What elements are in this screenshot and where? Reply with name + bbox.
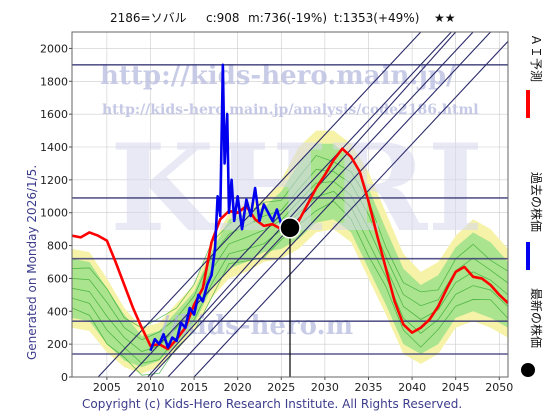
header-stars: ★★ (434, 11, 456, 25)
generated-label: Generated on Monday 2026/1/5. (25, 165, 39, 360)
y-tick-label: 2000 (40, 42, 68, 55)
y-tick-label: 1800 (40, 75, 68, 88)
header-target: t:1353(+49%) (334, 11, 419, 25)
x-tick-label: 2020 (224, 381, 252, 394)
latest-marker (279, 217, 301, 377)
y-tick-label: 1400 (40, 141, 68, 154)
channel-line (146, 32, 457, 377)
header-current: c:908 (206, 11, 240, 25)
latest-price-dot (279, 217, 301, 239)
plot-frame (71, 31, 509, 378)
x-tick-label: 2005 (93, 381, 121, 394)
y-tick-label: 800 (47, 240, 68, 253)
x-tick-label: 2030 (311, 381, 339, 394)
y-tick-label: 600 (47, 272, 68, 285)
watermark-bottom: //kids-hero.m (160, 311, 353, 341)
x-tick-label: 2035 (354, 381, 382, 394)
x-axis: 2005 2010 2015 2020 2025 2030 2035 2040 2045 2050 (93, 377, 513, 394)
x-tick-label: 2040 (398, 381, 426, 394)
y-tick-label: 1200 (40, 174, 68, 187)
legend-label: 最新の株価 (529, 288, 544, 348)
x-tick-label: 2010 (136, 381, 164, 394)
x-tick-label: 2050 (485, 381, 513, 394)
legend-label: ＡＩ予測 (529, 34, 543, 82)
trend-channels (97, 32, 508, 377)
y-tick-label: 200 (47, 338, 68, 351)
copyright-footer: Copyright (c) Kids-Hero Research Institu… (82, 397, 462, 411)
ensemble-line (72, 155, 508, 329)
legend-label: 過去の株価 (529, 172, 544, 232)
ensemble-line (72, 168, 508, 341)
watermark-url-main: http://kids-hero.main.jp/ (100, 61, 456, 91)
watermark-big: KHRI (110, 118, 484, 259)
channel-line (128, 32, 452, 377)
x-tick-label: 2025 (267, 381, 295, 394)
channel-line (150, 32, 474, 377)
y-tick-label: 0 (61, 371, 68, 384)
y-axis: 0 200 400 600 800 1000 1200 1400 1600 1800 2000 (40, 42, 72, 384)
y-tick-label: 400 (47, 305, 68, 318)
x-tick-label: 2045 (442, 381, 470, 394)
channel-line (97, 32, 422, 377)
header-code-name: 2186=ソバル (110, 11, 187, 25)
x-tick-label: 2015 (180, 381, 208, 394)
past-price-line (149, 63, 292, 352)
watermark-url-analysis: http://kids-hero.main.jp/analysis/code21… (102, 102, 479, 118)
legend-swatch (521, 363, 535, 377)
channel-line (167, 32, 491, 377)
y-tick-label: 1000 (40, 207, 68, 220)
channel-line (193, 40, 508, 377)
header-middle: m:736(-19%) (248, 11, 327, 25)
y-tick-label: 1600 (40, 108, 68, 121)
